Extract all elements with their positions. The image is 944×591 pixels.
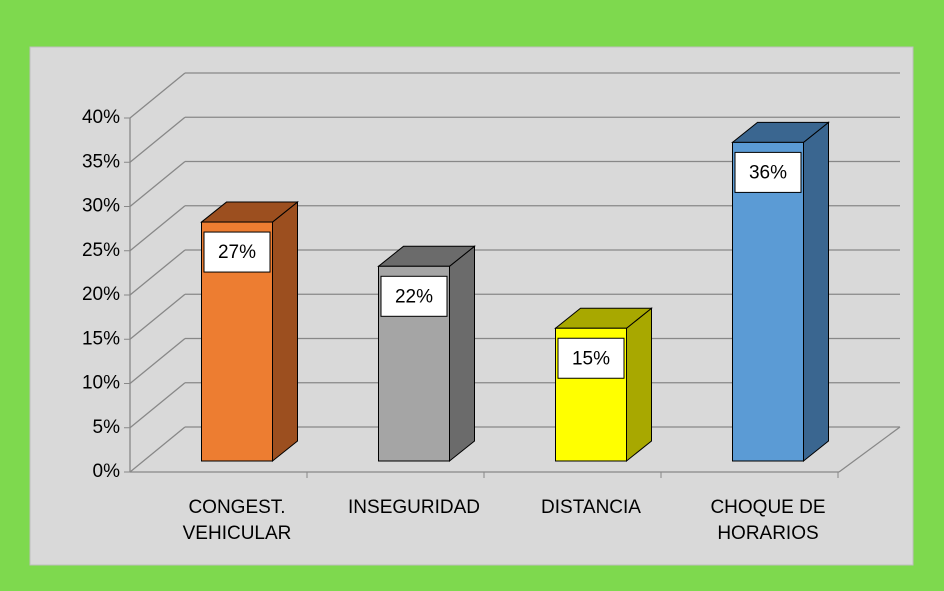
y-tick-label: 5% xyxy=(93,417,121,438)
y-tick-label: 15% xyxy=(82,328,120,349)
grid-line xyxy=(129,116,186,163)
value-label-box xyxy=(734,151,802,193)
value-label-box xyxy=(380,275,448,317)
y-tick-label: 20% xyxy=(82,284,120,305)
grid-line xyxy=(129,160,186,208)
x-tick-label: CONGEST. VEHICULAR xyxy=(182,497,292,544)
grid-line xyxy=(129,426,186,473)
value-label-box xyxy=(203,231,271,273)
bar-side xyxy=(449,245,475,463)
y-tick-label: 25% xyxy=(82,240,120,261)
grid-line xyxy=(129,382,186,429)
y-tick-label: 30% xyxy=(82,196,120,217)
value-label: 22% xyxy=(395,286,433,307)
grid-line xyxy=(129,337,186,385)
value-label: 15% xyxy=(572,348,610,369)
bar-side xyxy=(626,307,652,463)
grid-line xyxy=(129,205,186,252)
y-tick-label: 40% xyxy=(82,107,120,128)
grid-line xyxy=(129,293,186,340)
grid-line xyxy=(129,72,186,119)
bar-side xyxy=(272,201,298,463)
x-tick-label: DISTANCIA xyxy=(541,497,641,518)
bar xyxy=(732,141,804,462)
x-tick-label: CHOQUE DE HORARIOS xyxy=(710,497,826,544)
value-label-box xyxy=(557,337,625,379)
value-label: 27% xyxy=(218,242,256,263)
value-label: 36% xyxy=(749,162,787,183)
y-tick-label: 10% xyxy=(82,373,120,394)
floor-right xyxy=(838,426,901,473)
y-tick-label: 0% xyxy=(93,461,121,482)
grid-line xyxy=(129,249,186,296)
bar-side xyxy=(803,121,829,463)
y-tick-label: 35% xyxy=(82,151,120,172)
x-tick-label: INSEGURIDAD xyxy=(348,497,480,518)
